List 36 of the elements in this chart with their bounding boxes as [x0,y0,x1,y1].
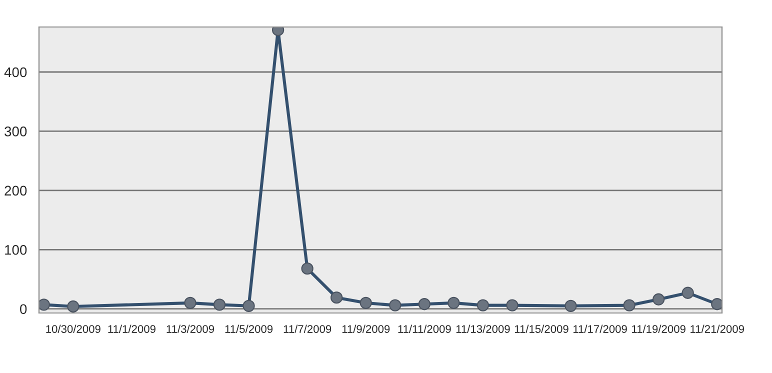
y-tick-label: 300 [4,126,27,136]
point [682,286,694,299]
line-series [39,27,722,313]
point [623,299,636,312]
point [213,298,226,311]
x-tick-label: 11/1/2009 [108,324,156,333]
x-tick-label: 11/21/2009 [690,324,744,333]
point [506,299,518,312]
point [476,299,490,312]
y-tick-label: 400 [4,67,27,78]
point [448,296,460,310]
point [67,300,80,313]
point [39,298,50,311]
y-tick-label: 0 [20,304,27,314]
point [418,298,430,310]
y-tick-label: 200 [4,186,27,196]
point [360,296,372,310]
point [184,296,196,310]
x-tick-label: 11/19/2009 [632,324,686,333]
point [711,298,722,310]
x-tick-label: 11/17/2009 [573,324,627,333]
point [330,292,343,304]
y-tick-label: 100 [5,244,27,255]
point [389,299,402,312]
point [652,293,665,306]
point [242,300,255,312]
point [301,262,314,275]
x-tick-label: 11/11/2009 [398,324,451,333]
x-tick-label: 11/7/2009 [284,324,332,333]
x-tick-label: 11/5/2009 [225,324,273,333]
x-tick-label: 11/13/2009 [456,324,510,333]
x-tick-label: 11/3/2009 [166,324,214,333]
x-tick-label: 10/30/2009 [46,324,100,333]
x-tick-label: 11/9/2009 [342,324,390,333]
x-tick-label: 11/15/2009 [514,324,568,333]
point [564,300,577,312]
